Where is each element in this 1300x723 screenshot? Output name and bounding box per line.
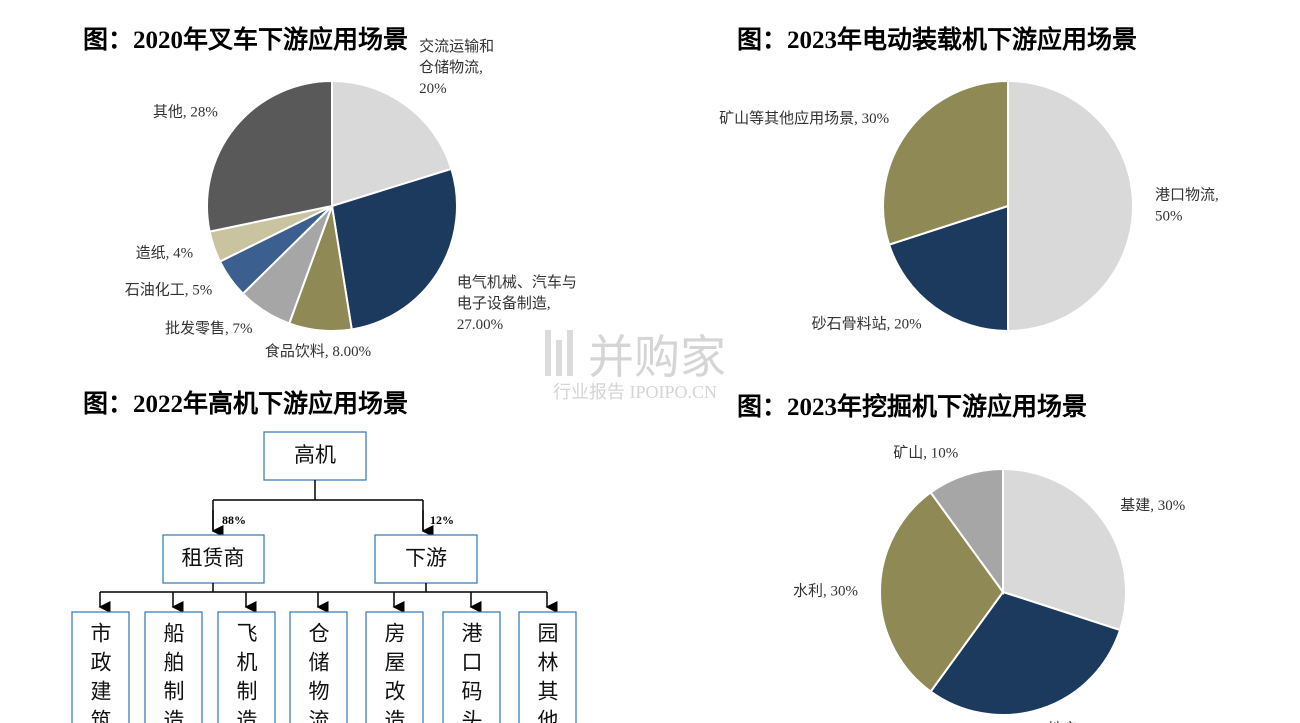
pie-slice [887,204,1009,333]
branch-box [374,534,478,584]
leaf-box [289,611,348,723]
value-label: 电气机械、汽车与 [457,274,577,291]
value-label: 批发零售, 7% [165,320,253,337]
value-label: 地产, 30% [1048,720,1113,723]
leaf-box [144,611,203,723]
leaf-label: 船舶制造 [161,622,185,723]
leaf-label: 房屋改造 [382,622,406,723]
leaf-label: 市政建筑 [88,622,112,723]
pie-slice [882,79,1009,246]
value-label: 20% [419,81,447,97]
pie-slice [879,491,1005,693]
diagram-title: 图：2022年高机下游应用场景 [83,389,408,418]
pie-slice [331,79,453,208]
value-label: 27.00% [457,317,503,333]
leaf-box [217,611,276,723]
value-label: 造纸, 4% [136,245,194,262]
leaf-label: 港口码头 [459,622,483,723]
branch-label: 下游 [405,546,447,570]
pie-slice [929,590,1122,716]
watermark-icon [545,330,551,376]
branch-share: 88% [222,513,246,527]
branch-label: 租赁商 [182,546,245,570]
pie-slice [1007,79,1134,333]
leaf-label: 飞机制造 [234,622,258,723]
pie-slice [206,79,333,233]
pie-slice [1002,467,1127,632]
leaf-box [442,611,501,723]
value-label: 石油化工, 5% [125,282,213,299]
connector [212,480,424,530]
watermark-icon [567,330,573,376]
value-label: 水利, 30% [793,582,858,599]
chart-title: 图：2023年电动装载机下游应用场景 [737,25,1137,54]
chart-title: 图：2020年叉车下游应用场景 [83,25,408,54]
value-label: 港口物流, [1155,186,1219,203]
leaf-label: 仓储物流 [306,622,330,723]
value-label: 矿山等其他应用场景, 30% [719,109,889,127]
branch-share: 12% [430,513,454,527]
value-label: 矿山, 10% [893,445,958,462]
watermark: 并购家 行业报告 IPOIPO.CN [545,330,726,402]
watermark-title: 并购家 [588,332,726,383]
value-label: 仓储物流, [419,59,483,76]
watermark-icon [556,340,562,376]
leaf-box [71,611,130,723]
chart-title: 图：2023年挖掘机下游应用场景 [737,392,1087,421]
diagram: 高机 88% 12% 租赁商 下游 [100,431,547,593]
value-label: 其他, 28% [153,104,218,121]
value-label: 基建, 30% [1120,497,1185,514]
connector [100,583,547,593]
leaf-box [518,611,577,723]
pie-slice [929,467,1004,596]
root-label: 高机 [294,443,336,467]
leaf-box [365,611,424,723]
leaf-label: 园林其他 [535,622,559,723]
pie-slice [330,167,458,331]
branch-box [162,534,265,584]
value-label: 电子设备制造, [457,295,551,312]
value-label: 砂石骨料站, 20% [812,315,922,332]
value-label: 50% [1155,208,1183,224]
value-label: 交流运输和 [419,37,494,55]
value-label: 食品饮料, 8.00% [265,343,371,360]
root-box [263,431,367,481]
watermark-subtitle: 行业报告 IPOIPO.CN [553,382,717,402]
